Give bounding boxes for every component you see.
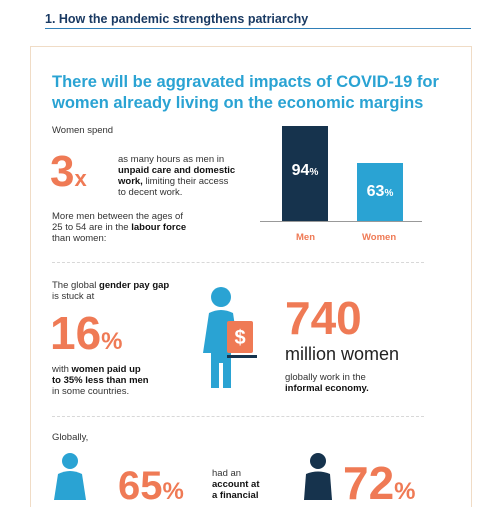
accounts-women-number: 65 — [118, 464, 163, 508]
care-desc-line1: as many hours as men in — [118, 154, 225, 165]
pay-gap-line2: is stuck at — [52, 291, 95, 302]
men-bar-value: 94% — [282, 162, 328, 180]
accounts-women-pct: % — [162, 478, 184, 505]
man-icon — [304, 453, 332, 500]
accounts-women-value: 65% — [118, 466, 184, 512]
labour-line2-pre: 25 to 54 are in the — [52, 222, 132, 233]
pay-gap-desc3: in some countries. — [52, 386, 130, 397]
currency-symbol: $ — [234, 327, 245, 349]
labour-line3: than women: — [52, 233, 107, 244]
section-heading: 1. How the pandemic strengthens patriarc… — [45, 12, 309, 26]
care-description: as many hours as men in unpaid care and … — [118, 154, 288, 198]
care-desc-line3-bold: work, — [118, 176, 143, 187]
men-bar: 94% — [282, 126, 328, 221]
infographic-title-line2: women already living on the economic mar… — [52, 94, 424, 112]
pay-gap-line1-bold: gender pay gap — [99, 280, 170, 291]
bar-baseline — [260, 221, 422, 222]
pay-gap-description: with women paid up to 35% less than men … — [52, 364, 212, 397]
women-bar-value: 63% — [357, 183, 403, 201]
pay-gap-desc1-bold: women paid up — [71, 364, 141, 375]
men-bar-label: Men — [296, 232, 315, 243]
infographic-frame — [30, 46, 472, 507]
accounts-men-number: 72 — [343, 457, 395, 509]
labour-line2-bold: labour force — [131, 222, 187, 233]
labour-line1: More men between the ages of — [52, 211, 183, 222]
informal-economy-value: 740 — [285, 292, 362, 344]
women-bar-pct: % — [384, 188, 394, 199]
infographic-title: There will be aggravated impacts of COVI… — [52, 72, 472, 114]
accounts-desc3: a financial — [212, 490, 259, 501]
accounts-desc2: account at — [212, 479, 260, 490]
heading-underline — [45, 28, 471, 29]
women-bar-label: Women — [362, 232, 397, 243]
care-multiplier-suffix: x — [74, 166, 87, 191]
care-multiplier-value: 3 — [50, 147, 75, 196]
pay-gap-desc1-pre: with — [52, 364, 72, 375]
informal-desc1: globally work in the — [285, 372, 366, 383]
pay-gap-number: 16 — [50, 307, 102, 359]
accounts-intro: Globally, — [52, 432, 89, 443]
accounts-description: had an account at a financial — [212, 468, 292, 501]
care-multiplier: 3x — [50, 150, 87, 201]
section-divider-1 — [52, 262, 424, 263]
pay-gap-pct: % — [101, 328, 123, 355]
woman-icon — [54, 453, 86, 500]
woman-money-icon: $ — [203, 287, 257, 388]
women-bar-number: 63 — [366, 183, 385, 200]
care-intro: Women spend — [52, 125, 114, 136]
labour-force-text: More men between the ages of 25 to 54 ar… — [52, 211, 252, 244]
accounts-desc1: had an — [212, 468, 242, 479]
care-desc-line4: to decent work. — [118, 187, 183, 198]
informal-economy-description: globally work in the informal economy. — [285, 372, 435, 394]
care-desc-line2: unpaid care and domestic — [118, 165, 236, 176]
pay-gap-value: 16% — [50, 310, 123, 365]
section-divider-2 — [52, 416, 424, 417]
pay-gap-intro: The global gender pay gap is stuck at — [52, 280, 212, 302]
accounts-men-value: 72% — [343, 460, 416, 515]
accounts-men-pct: % — [394, 478, 416, 505]
care-desc-line3-rest: limiting their access — [142, 176, 229, 187]
pay-gap-line1: The global — [52, 280, 100, 291]
pay-gap-desc2: to 35% less than men — [52, 375, 149, 386]
informal-desc2: informal economy. — [285, 383, 369, 394]
infographic-title-line1: There will be aggravated impacts of COVI… — [52, 73, 439, 91]
men-bar-number: 94 — [291, 162, 310, 179]
women-bar: 63% — [357, 163, 403, 221]
informal-economy-unit: million women — [285, 344, 400, 364]
men-bar-pct: % — [309, 167, 319, 178]
